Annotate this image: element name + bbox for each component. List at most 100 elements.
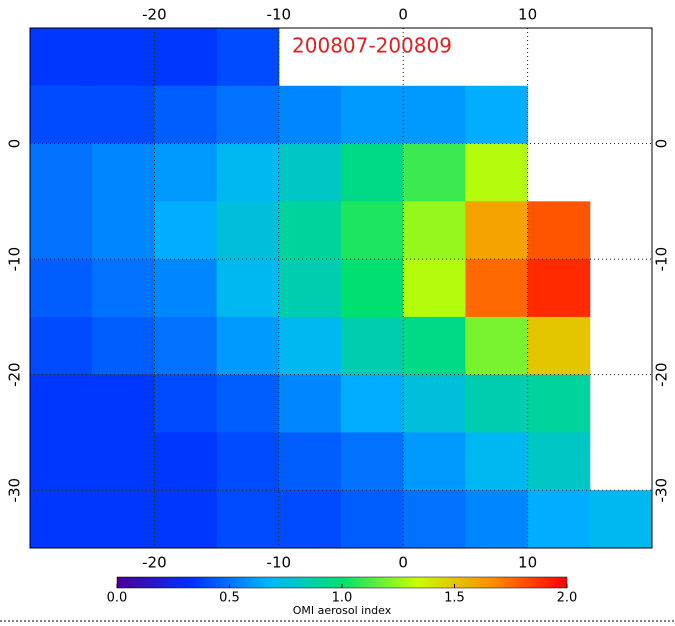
aerosol-cell — [278, 374, 342, 433]
aerosol-cell — [403, 490, 466, 549]
aerosol-cell — [154, 316, 218, 376]
y-tick-label-right: -30 — [653, 478, 671, 503]
y-tick-label-left: -30 — [6, 478, 24, 503]
aerosol-cell — [527, 201, 591, 260]
aerosol-cell — [92, 432, 155, 491]
colorbar-tick-label: 1.0 — [332, 591, 353, 606]
aerosol-cell — [92, 259, 155, 318]
aerosol-cell — [30, 143, 93, 202]
aerosol-cell — [403, 374, 466, 433]
aerosol-cell — [527, 259, 591, 318]
y-tick-label-left: -10 — [6, 247, 24, 272]
aerosol-cell — [527, 490, 591, 549]
aerosol-cell — [30, 432, 93, 491]
aerosol-cell — [30, 28, 93, 87]
aerosol-cell — [30, 201, 93, 260]
aerosol-cell — [527, 316, 591, 376]
aerosol-cell — [403, 316, 466, 376]
x-tick-label-bottom: 10 — [518, 554, 537, 572]
y-tick-label-right: 0 — [653, 139, 671, 149]
aerosol-cell — [216, 490, 280, 549]
x-tick-label-top: 0 — [398, 6, 408, 24]
x-tick-label-top: 10 — [518, 6, 537, 24]
aerosol-cell — [341, 490, 404, 549]
aerosol-cell — [465, 490, 529, 549]
aerosol-cell — [341, 316, 404, 376]
aerosol-cell — [30, 316, 93, 376]
aerosol-cell — [92, 490, 155, 549]
aerosol-cell — [92, 201, 155, 260]
aerosol-cell — [154, 143, 218, 202]
aerosol-cell — [465, 374, 529, 433]
aerosol-cell — [216, 259, 280, 318]
aerosol-cell — [403, 143, 466, 202]
aerosol-cell — [465, 85, 529, 145]
colorbar-tick-label: 2.0 — [557, 591, 578, 606]
y-tick-label-right: -10 — [653, 247, 671, 272]
aerosol-cell — [154, 85, 218, 145]
aerosol-cell — [589, 490, 653, 549]
aerosol-cell — [92, 143, 155, 202]
colorbar-label: OMI aerosol index — [293, 604, 392, 617]
aerosol-cell — [403, 259, 466, 318]
map-title: 200807-200809 — [292, 34, 452, 58]
aerosol-cell — [154, 259, 218, 318]
aerosol-cell — [403, 432, 466, 491]
aerosol-cell — [154, 28, 218, 87]
aerosol-cell — [92, 28, 155, 87]
x-tick-label-top: -20 — [142, 6, 167, 24]
aerosol-cell — [527, 432, 591, 491]
colorbar-tick-label: 1.5 — [444, 591, 465, 606]
aerosol-cell — [154, 201, 218, 260]
aerosol-cell — [216, 201, 280, 260]
aerosol-cell — [92, 316, 155, 376]
aerosol-cell — [341, 201, 404, 260]
aerosol-cell — [278, 490, 342, 549]
aerosol-cell — [465, 432, 529, 491]
aerosol-cell — [465, 201, 529, 260]
aerosol-cell — [216, 28, 280, 87]
map-frame — [29, 27, 653, 549]
aerosol-cell — [30, 490, 93, 549]
aerosol-cell — [216, 85, 280, 145]
aerosol-cell — [465, 259, 529, 318]
aerosol-cell — [216, 143, 280, 202]
aerosol-cell — [30, 374, 93, 433]
aerosol-cell — [465, 316, 529, 376]
aerosol-cell — [278, 259, 342, 318]
aerosol-cell — [216, 374, 280, 433]
x-tick-label-bottom: -10 — [267, 554, 292, 572]
aerosol-cell — [92, 374, 155, 433]
aerosol-cell — [154, 374, 218, 433]
aerosol-cell — [403, 85, 466, 145]
aerosol-cell — [278, 316, 342, 376]
aerosol-cell — [278, 143, 342, 202]
aerosol-cell — [527, 374, 591, 433]
aerosol-cell — [154, 490, 218, 549]
x-tick-label-top: -10 — [267, 6, 292, 24]
aerosol-cell — [278, 432, 342, 491]
colorbar-tick-label: 0.0 — [107, 591, 128, 606]
y-tick-label-left: 0 — [6, 139, 24, 149]
y-tick-label-left: -20 — [6, 362, 24, 387]
aerosol-cell — [465, 143, 529, 202]
aerosol-cell — [278, 85, 342, 145]
aerosol-cell — [341, 374, 404, 433]
aerosol-cell — [216, 316, 280, 376]
aerosol-cell — [403, 201, 466, 260]
x-tick-label-bottom: -20 — [142, 554, 167, 572]
aerosol-cell — [341, 259, 404, 318]
y-tick-label-right: -20 — [653, 362, 671, 387]
aerosol-cell — [278, 201, 342, 260]
aerosol-cell — [341, 432, 404, 491]
aerosol-cell — [154, 432, 218, 491]
aerosol-cell — [341, 143, 404, 202]
x-tick-label-bottom: 0 — [398, 554, 408, 572]
aerosol-cell — [92, 85, 155, 145]
aerosol-cell — [216, 432, 280, 491]
aerosol-cell — [30, 85, 93, 145]
colorbar-tick-label: 0.5 — [219, 591, 240, 606]
aerosol-cell — [30, 259, 93, 318]
aerosol-cell — [341, 85, 404, 145]
